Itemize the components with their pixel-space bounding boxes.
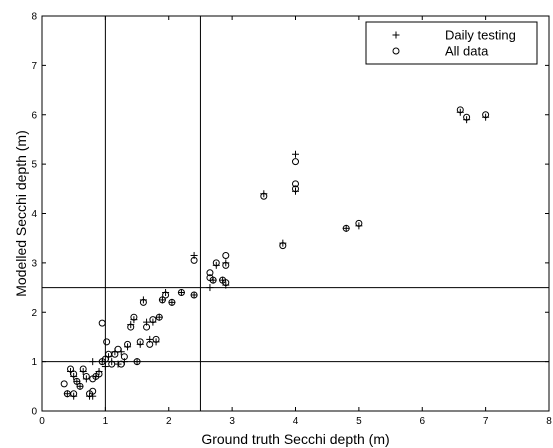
plus-point (63, 390, 71, 398)
y-tick-label: 0 (31, 407, 37, 418)
circle-point (292, 185, 299, 193)
plus-point (206, 284, 214, 292)
circle-point (162, 291, 170, 299)
y-tick-label: 2 (31, 308, 37, 319)
plus-point (76, 382, 84, 390)
circle-point (222, 261, 230, 269)
circle-point (177, 289, 185, 296)
y-tick-label: 6 (31, 110, 37, 121)
circle-point (482, 111, 490, 119)
plus-point (177, 289, 185, 296)
circle-point (206, 269, 214, 277)
circle-point (463, 113, 471, 121)
plus-point (168, 298, 176, 306)
circle-point (60, 380, 68, 388)
plus-point (342, 224, 350, 232)
circle-point (155, 313, 163, 321)
y-tick-label: 3 (31, 258, 37, 269)
circle-point (456, 106, 464, 114)
legend-plus-marker (392, 31, 400, 39)
circle-point (120, 353, 128, 361)
x-tick-label: 1 (103, 416, 109, 427)
circle-point (146, 340, 154, 348)
circle-point (76, 382, 84, 390)
plus-point (133, 358, 141, 366)
plus-point (101, 363, 109, 371)
x-tick-label: 2 (166, 416, 172, 427)
circle-point (73, 377, 81, 385)
circle-point (190, 291, 198, 299)
circle-point (222, 279, 230, 287)
axis-ticks: 0 1 2 3 4 5 6 7 8 0 1 2 3 4 5 6 7 8 (31, 12, 552, 428)
y-axis-label: Modelled Secchi depth (m) (13, 130, 29, 297)
circle-point (114, 345, 122, 353)
circle-point (149, 316, 157, 324)
legend-label: Daily testing (445, 28, 516, 43)
circle-point (70, 390, 78, 398)
circle-point (124, 340, 132, 348)
circle-point (98, 319, 106, 327)
y-tick-label: 4 (31, 209, 37, 220)
plus-point (158, 296, 166, 304)
y-tick-label: 5 (31, 160, 37, 171)
circle-point (70, 370, 78, 378)
plus-point (89, 358, 97, 366)
x-axis-label: Ground truth Secchi depth (m) (201, 431, 389, 447)
legend-circle-marker (392, 47, 400, 55)
legend-box (365, 21, 538, 65)
circle-point (209, 276, 217, 284)
series-all-data (60, 106, 490, 398)
circle-point (143, 323, 151, 331)
circle-point (89, 387, 97, 395)
circle-point (139, 298, 147, 306)
circle-point (103, 338, 111, 346)
circle-point (101, 355, 109, 363)
circle-point (292, 158, 299, 166)
circle-point (79, 365, 87, 373)
circle-point (260, 192, 268, 200)
circle-point (108, 360, 116, 368)
circle-point (111, 350, 119, 358)
circle-point (190, 256, 198, 264)
circle-point (133, 358, 141, 366)
circle-point (67, 365, 75, 373)
circle-point (136, 338, 144, 346)
x-tick-label: 7 (483, 416, 489, 427)
x-tick-label: 4 (293, 416, 299, 427)
x-tick-label: 5 (356, 416, 362, 427)
legend-label: All data (445, 44, 489, 59)
circle-point (292, 180, 299, 188)
data-points (60, 106, 490, 400)
plus-point (292, 150, 299, 158)
circle-point (342, 224, 350, 232)
circle-point (117, 360, 125, 368)
circle-point (95, 370, 103, 378)
plus-point (155, 313, 163, 321)
circle-point (355, 219, 363, 227)
circle-point (279, 242, 287, 250)
circle-point (212, 259, 220, 267)
circle-point (158, 296, 166, 304)
plus-point (190, 291, 198, 299)
circle-point (127, 323, 135, 331)
circle-point (82, 372, 90, 380)
x-tick-label: 0 (39, 416, 45, 427)
plus-point (73, 377, 81, 385)
x-tick-label: 6 (419, 416, 425, 427)
circle-point (168, 298, 176, 306)
circle-point (130, 313, 138, 321)
circle-point (222, 251, 230, 259)
y-tick-label: 7 (31, 61, 37, 72)
x-tick-label: 3 (229, 416, 235, 427)
y-tick-label: 8 (31, 12, 37, 23)
x-tick-label: 8 (546, 416, 552, 427)
y-tick-label: 1 (31, 357, 37, 368)
circle-point (152, 335, 160, 343)
